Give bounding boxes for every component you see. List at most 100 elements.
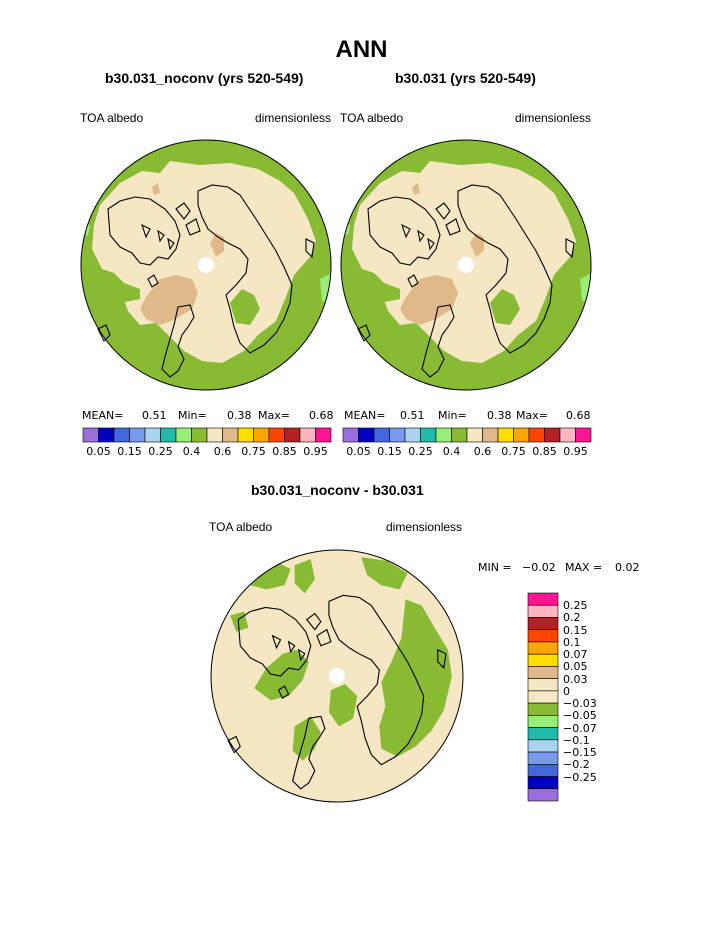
region-0.75-c [152,183,160,195]
panel-1-mean-label: MEAN= [82,409,124,422]
coastlines [227,594,447,790]
colorbar-box-6 [175,427,192,443]
colorbar-box-15 [315,427,332,443]
colorbar-box-2 [527,617,559,631]
colorbar-box-0 [342,427,359,443]
figure-title: ANN [335,36,388,63]
coastline-4 [421,304,455,378]
coastlines [357,184,575,378]
panel-2-variable-label: TOA albedo [340,111,404,125]
map-boundary [210,549,464,803]
difference-colorbar-tick-label: 0.1 [563,635,581,649]
colorbar-box-3 [129,427,146,443]
panel-2-mean-label: MEAN= [344,409,386,422]
colorbar-box-2 [113,427,130,443]
coastline-6 [437,648,447,670]
colorbar-tick-label: 0.95 [303,445,328,458]
colorbar-tick-label: 0.95 [563,445,588,458]
colorbar-box-9 [482,427,499,443]
panel-2-max-value: 0.68 [566,409,591,422]
region-neg-0.03-f [328,684,358,727]
colorbar-box-0 [82,427,99,443]
difference-min-label: MIN = [478,561,512,574]
colorbar-box-1 [358,427,375,443]
colorbar-box-6 [527,666,559,679]
difference-colorbar-tick-label: 0.07 [563,648,588,662]
colorbar-box-9 [527,702,559,716]
panel-1-min-value: 0.38 [227,409,252,422]
panel-2-title: b30.031 (yrs 520-549) [395,70,536,86]
panel-1-colorbar [82,427,332,443]
colorbar-box-11 [253,427,270,443]
coastline-1 [401,223,435,251]
colorbar-box-14 [559,427,576,443]
colorbar-box-13 [527,751,559,765]
coastline-4 [292,715,326,790]
colorbar-box-9 [222,427,239,443]
coastline-2 [435,202,461,236]
panel-2-max-label: Max= [516,409,548,422]
panel-2-colorbar [342,427,592,443]
colorbar-tick-label: 0.6 [473,445,492,458]
map-boundary [340,139,592,391]
panel-2-units-label: dimensionless [515,111,592,125]
colorbar-box-4 [527,641,559,655]
coastline-5 [227,735,241,754]
colorbar-box-12 [268,427,285,443]
colorbar-tick-label: 0.85 [272,445,297,458]
coastline-7 [147,274,159,288]
difference-colorbar-tick-label: −0.05 [563,709,597,723]
colorbar-tick-label: 0.05 [86,445,111,458]
colorbar-box-8 [527,690,559,704]
difference-units-label: dimensionless [386,520,463,534]
panel-2-mean-value: 0.51 [400,409,425,422]
coastline-2 [175,202,201,236]
difference-colorbar-tick-label: −0.15 [563,746,597,760]
colorbar-box-2 [373,427,390,443]
colorbar-box-13 [284,427,301,443]
panel-1-max-value: 0.68 [309,409,334,422]
colorbar-box-7 [191,427,208,443]
colorbar-box-7 [451,427,468,443]
colorbar-box-15 [527,776,559,790]
colorbar-tick-label: 0.4 [442,445,461,458]
coastline-3 [197,184,293,354]
colorbar-box-4 [404,427,421,443]
panel-1-max-label: Max= [258,409,290,422]
region-neg-0.03-i [211,740,223,763]
region-neg-0.03-c [361,557,408,590]
colorbar-box-3 [527,629,559,643]
coastline-4 [161,304,195,378]
colorbar-box-8 [466,427,483,443]
colorbar-box-6 [435,427,452,443]
pole-hole [328,667,346,685]
colorbar-box-10 [527,715,559,728]
region-0.75-a [400,275,458,325]
difference-colorbar-tick-label: −0.07 [563,721,597,735]
colorbar-box-5 [420,427,437,443]
colorbar-box-3 [389,427,406,443]
panel-1-title: b30.031_noconv (yrs 520-549) [105,70,304,86]
region-0.4-a [341,259,400,303]
colorbar-box-1 [527,604,559,618]
colorbar-tick-label: 0.6 [213,445,232,458]
pole-hole [458,257,474,273]
colorbar-box-0 [527,592,559,606]
panel-1-units-label: dimensionless [255,111,332,125]
coastline-3 [457,184,553,354]
panel-1-polar-map [80,139,332,391]
difference-colorbar-tick-label: 0.15 [563,623,588,637]
colorbar-box-10 [237,427,254,443]
coastline-0 [107,196,181,266]
coastline-0 [237,606,312,677]
colorbar-box-16 [527,788,559,802]
panel-1-variable-label: TOA albedo [80,111,144,125]
colorbar-box-15 [575,427,592,443]
difference-colorbar [527,592,559,802]
panel-2-min-value: 0.38 [487,409,512,422]
colorbar-box-4 [144,427,161,443]
colorbar-tick-label: 0.05 [346,445,371,458]
coastline-5 [357,324,371,342]
coastline-5 [97,324,111,342]
colorbar-box-7 [527,678,559,692]
